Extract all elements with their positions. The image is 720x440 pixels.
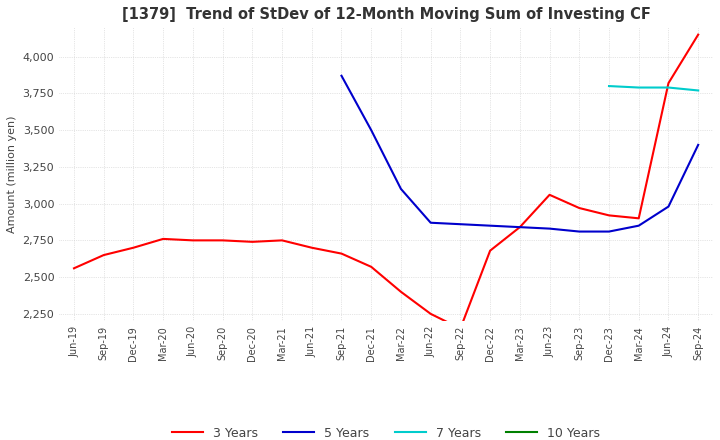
- Line: 7 Years: 7 Years: [609, 86, 698, 91]
- 5 Years: [605, 229, 613, 234]
- Line: 3 Years: 3 Years: [74, 35, 698, 329]
- Title: [1379]  Trend of StDev of 12-Month Moving Sum of Investing CF: [1379] Trend of StDev of 12-Month Moving…: [122, 7, 651, 22]
- 3 Years: [159, 236, 168, 242]
- Y-axis label: Amount (million yen): Amount (million yen): [7, 115, 17, 233]
- 3 Years: [189, 238, 197, 243]
- 5 Years: [337, 73, 346, 78]
- 3 Years: [397, 289, 405, 294]
- 3 Years: [337, 251, 346, 256]
- 5 Years: [664, 204, 672, 209]
- 3 Years: [307, 245, 316, 250]
- 3 Years: [486, 248, 495, 253]
- 7 Years: [605, 84, 613, 89]
- 7 Years: [664, 85, 672, 90]
- 3 Years: [218, 238, 227, 243]
- Legend: 3 Years, 5 Years, 7 Years, 10 Years: 3 Years, 5 Years, 7 Years, 10 Years: [167, 422, 606, 440]
- 7 Years: [634, 85, 643, 90]
- 3 Years: [694, 32, 703, 37]
- 5 Years: [694, 142, 703, 147]
- Line: 5 Years: 5 Years: [341, 76, 698, 231]
- 5 Years: [367, 128, 376, 133]
- 3 Years: [545, 192, 554, 198]
- 5 Years: [545, 226, 554, 231]
- 7 Years: [694, 88, 703, 93]
- 5 Years: [397, 186, 405, 191]
- 5 Years: [634, 223, 643, 228]
- 3 Years: [367, 264, 376, 269]
- 3 Years: [278, 238, 287, 243]
- 3 Years: [605, 213, 613, 218]
- 5 Years: [516, 224, 524, 230]
- 3 Years: [516, 224, 524, 230]
- 3 Years: [129, 245, 138, 250]
- 5 Years: [456, 222, 464, 227]
- 5 Years: [575, 229, 584, 234]
- 3 Years: [634, 216, 643, 221]
- 3 Years: [575, 205, 584, 211]
- 5 Years: [486, 223, 495, 228]
- 3 Years: [426, 311, 435, 316]
- 3 Years: [70, 266, 78, 271]
- 3 Years: [664, 81, 672, 86]
- 3 Years: [456, 326, 464, 331]
- 3 Years: [248, 239, 256, 245]
- 5 Years: [426, 220, 435, 225]
- 3 Years: [99, 253, 108, 258]
